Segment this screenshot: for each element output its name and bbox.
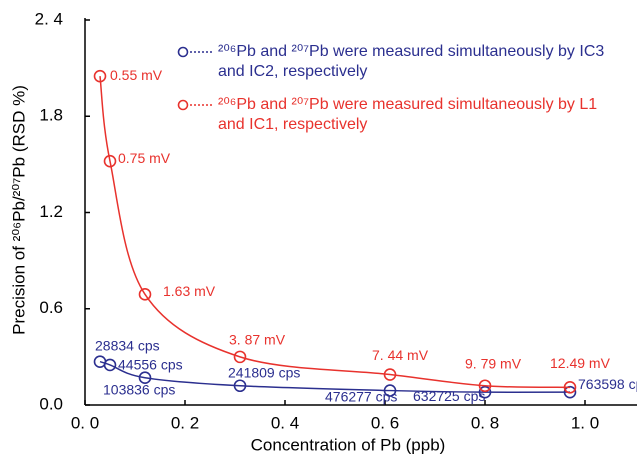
- point-label: 0.55 mV: [110, 67, 163, 83]
- y-tick-label: 0.0: [39, 394, 63, 413]
- point-label: 7. 44 mV: [372, 347, 429, 363]
- data-point: [478, 379, 492, 393]
- point-label: 44556 cps: [118, 357, 183, 373]
- point-label: 1.63 mV: [163, 283, 216, 299]
- point-label: 763598 cps: [578, 376, 637, 392]
- x-axis-title: Concentration of Pb (ppb): [251, 435, 446, 454]
- x-tick-label: 0. 6: [371, 413, 399, 432]
- y-axis-title: Precision of ²⁰⁶Pb/²⁰⁷Pb (RSD %): [9, 85, 28, 335]
- data-point: [233, 379, 247, 393]
- x-tick-label: 0. 2: [171, 413, 199, 432]
- legend-label: ²⁰⁶Pb and ²⁰⁷Pb were measured simultaneo…: [218, 43, 605, 80]
- x-tick-label: 1. 0: [571, 413, 599, 432]
- legend-label: ²⁰⁶Pb and ²⁰⁷Pb were measured simultaneo…: [218, 96, 598, 133]
- y-tick-label: 1.8: [39, 106, 63, 125]
- data-point: [383, 368, 397, 381]
- x-tick-label: 0. 4: [271, 413, 299, 432]
- point-label: 476277 cps: [325, 388, 397, 404]
- y-tick-label: 0.6: [39, 298, 63, 317]
- point-label: 3. 87 mV: [229, 332, 286, 348]
- data-point: [103, 358, 117, 372]
- data-point: [93, 69, 107, 83]
- point-label: 241809 cps: [228, 364, 300, 380]
- data-point: [103, 154, 117, 168]
- fit-curve: [99, 360, 571, 394]
- point-label: 632725 cps: [413, 388, 485, 404]
- point-label: 28834 cps: [95, 337, 160, 353]
- point-label: 0.75 mV: [118, 150, 171, 166]
- legend-marker: [177, 99, 189, 111]
- y-tick-label: 1.2: [39, 202, 63, 221]
- data-point: [563, 381, 577, 394]
- data-point: [478, 385, 492, 399]
- fit-curve: [99, 76, 571, 389]
- point-label: 12.49 mV: [550, 355, 611, 371]
- data-point: [138, 288, 152, 301]
- data-point: [233, 350, 247, 364]
- point-label: 9. 79 mV: [465, 355, 522, 371]
- data-point: [383, 384, 397, 397]
- y-tick-label: 2. 4: [35, 9, 63, 28]
- data-point: [138, 371, 152, 385]
- x-tick-label: 0. 0: [71, 413, 99, 432]
- point-label: 103836 cps: [103, 381, 175, 397]
- legend-marker: [177, 46, 189, 58]
- x-tick-label: 0. 8: [471, 413, 499, 432]
